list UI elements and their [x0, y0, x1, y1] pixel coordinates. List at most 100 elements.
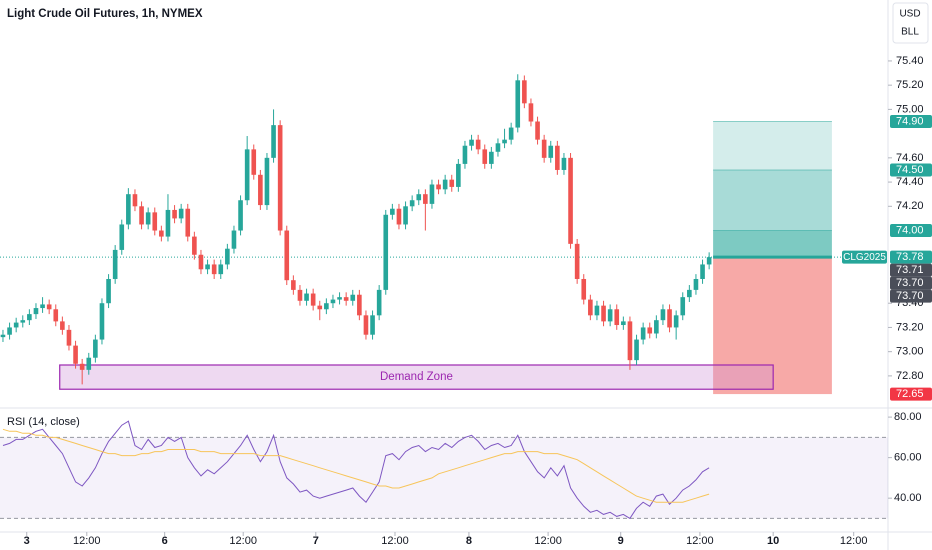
candle-body	[475, 139, 481, 150]
price-tick-label: 75.00	[896, 103, 924, 115]
candle-body	[33, 308, 39, 315]
currency-box[interactable]	[892, 2, 929, 44]
price-label-bg	[890, 387, 932, 401]
candle-body	[436, 184, 441, 190]
candle-body	[693, 278, 699, 290]
price-label-bg	[890, 224, 932, 238]
candle-body	[376, 289, 382, 316]
price-label: 74.00	[896, 224, 924, 236]
price-label: 73.70	[896, 277, 924, 289]
profit-zone	[713, 230, 832, 258]
price-label: 72.65	[896, 388, 924, 400]
candle-body	[482, 149, 488, 164]
candle-body	[139, 206, 144, 225]
candle-body	[502, 139, 507, 144]
candle-body	[390, 208, 395, 215]
time-tick-label: 12:00	[381, 535, 409, 547]
candle-body	[442, 179, 448, 190]
candle-body	[271, 125, 276, 158]
candle-body	[211, 264, 217, 275]
candle-body	[634, 339, 639, 361]
chart-title: Light Crude Oil Futures, 1h, NYMEX	[7, 8, 203, 20]
candle-body	[383, 214, 389, 290]
candle-body	[119, 224, 125, 250]
unit[interactable]: BLL	[901, 27, 919, 38]
candle-body	[112, 249, 118, 279]
price-label: 74.90	[896, 115, 924, 127]
candle-body	[627, 321, 633, 361]
rsi-line	[2, 420, 710, 520]
candle-body	[73, 345, 78, 364]
candle-body	[403, 206, 408, 225]
profit-zone	[713, 121, 832, 170]
candle-body	[258, 174, 263, 206]
price-tick-label: 73.20	[896, 321, 924, 333]
symbol-label: CLG2025	[843, 252, 886, 263]
price-label: 73.71	[896, 264, 924, 276]
rsi-tick-label: 80.00	[894, 411, 922, 423]
price-label-bg	[890, 115, 932, 129]
candle-body	[614, 309, 620, 326]
demand-zone	[59, 364, 774, 390]
candle-body	[574, 243, 580, 279]
candle-body	[145, 212, 151, 225]
symbol-label-bg	[842, 250, 887, 264]
candle-body	[456, 163, 461, 187]
candle-body	[165, 209, 171, 237]
candle-body	[654, 320, 659, 334]
candle-body	[535, 121, 540, 140]
candle-body	[541, 139, 547, 158]
rsi-tick-label: 40.00	[894, 492, 922, 504]
candle-body	[324, 303, 329, 310]
candle-body	[99, 303, 105, 340]
candle-body	[515, 80, 521, 128]
candle-body	[343, 297, 349, 301]
demand-zone-label: Demand Zone	[380, 371, 453, 383]
price-label-bg	[890, 163, 932, 177]
price-tick-label: 75.20	[896, 79, 924, 91]
candle-body	[20, 320, 26, 323]
candle-body	[607, 309, 613, 322]
candle-body	[495, 143, 501, 152]
candle-body	[370, 315, 375, 335]
candle-body	[126, 194, 131, 225]
candle-body	[225, 248, 230, 265]
candle-body	[284, 230, 290, 281]
price-label: 73.78	[896, 251, 924, 263]
candle-body	[264, 157, 270, 206]
candle-body	[46, 304, 52, 310]
price-tick-label: 73.00	[896, 346, 924, 358]
candle-body	[621, 321, 626, 326]
candle-body	[640, 327, 646, 340]
candle-body	[251, 149, 257, 175]
candle-body	[357, 294, 362, 316]
price-label-bg	[890, 263, 932, 277]
candle-body	[238, 200, 243, 231]
time-tick-label: 12:00	[534, 535, 562, 547]
candle-body	[409, 200, 415, 207]
candle-body	[79, 363, 85, 370]
candle-body	[423, 194, 428, 204]
marks: 80.00 60.00 40.00 75.40 75.20 75.00 74.60 74.40…	[0, 55, 932, 547]
candle-body	[706, 257, 712, 265]
currency[interactable]: USD	[899, 9, 920, 20]
price-label: 74.50	[896, 164, 924, 176]
candle-body	[673, 315, 679, 328]
candle-body	[93, 339, 98, 358]
loss-zone	[713, 257, 832, 395]
time-tick-label: 10	[767, 535, 779, 547]
candle-body	[449, 179, 455, 187]
price-label-bg	[890, 250, 932, 264]
candle-body	[363, 315, 369, 335]
rsi-band	[0, 437, 888, 519]
candle-body	[548, 145, 554, 158]
time-tick-label: 3	[24, 535, 30, 547]
candle-body	[205, 264, 210, 270]
candle-body	[687, 289, 692, 298]
candle-body	[416, 194, 422, 201]
candle-body	[660, 309, 666, 321]
candle-body	[231, 230, 237, 249]
rsi-title: RSI (14, close)	[7, 416, 80, 428]
price-label-bg	[890, 289, 932, 303]
